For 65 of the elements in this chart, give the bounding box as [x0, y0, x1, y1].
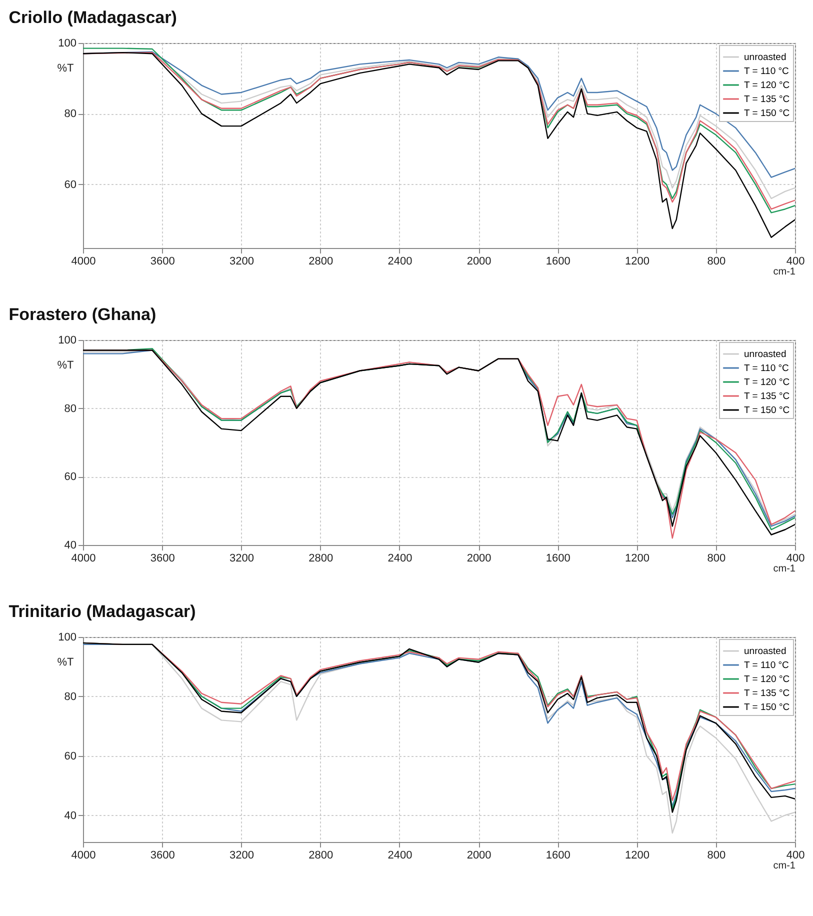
y-axis-title: %T — [57, 62, 74, 74]
y-axis-title: %T — [57, 656, 74, 668]
x-tick-label: 800 — [707, 552, 726, 564]
x-tick-label: 2800 — [308, 256, 334, 268]
y-tick-label: 40 — [64, 810, 76, 822]
legend-label: T = 120 °C — [744, 377, 790, 388]
x-tick-label: 3600 — [150, 256, 175, 268]
legend-label: unroasted — [744, 349, 786, 360]
x-tick-label: 2400 — [388, 850, 412, 862]
y-tick-label: 100 — [58, 38, 76, 50]
x-tick-label: 400 — [786, 850, 805, 862]
legend-label: unroasted — [744, 52, 786, 63]
legend-label: T = 150 °C — [744, 702, 790, 713]
x-tick-label: 3200 — [229, 256, 254, 268]
legend-label: T = 120 °C — [744, 80, 790, 91]
x-tick-label: 1200 — [625, 552, 650, 564]
x-tick-label: 2400 — [388, 256, 412, 268]
x-tick-label: 1200 — [625, 256, 650, 268]
x-tick-label: 3200 — [229, 552, 254, 564]
legend-label: T = 110 °C — [744, 363, 790, 374]
x-tick-label: 4000 — [71, 850, 96, 862]
x-tick-label: 1600 — [546, 256, 570, 268]
x-tick-label: 800 — [707, 256, 726, 268]
x-tick-label: 1200 — [625, 850, 650, 862]
x-tick-label: 800 — [707, 850, 726, 862]
legend-label: T = 120 °C — [744, 674, 790, 685]
x-axis-title: cm-1 — [773, 266, 796, 278]
y-tick-label: 100 — [58, 334, 76, 346]
y-tick-label: 80 — [64, 690, 76, 703]
legend-label: T = 110 °C — [744, 660, 790, 671]
x-tick-label: 2000 — [466, 850, 492, 862]
legend-label: T = 135 °C — [744, 94, 790, 105]
x-tick-label: 4000 — [71, 256, 96, 268]
x-tick-label: 2400 — [388, 552, 412, 564]
y-tick-label: 60 — [64, 471, 76, 484]
chart-title: Forastero (Ghana) — [8, 305, 156, 324]
y-tick-label: 80 — [64, 108, 76, 120]
x-tick-label: 1600 — [546, 552, 570, 564]
x-tick-label: 2000 — [466, 256, 492, 268]
chart-title: Trinitario (Madagascar) — [8, 602, 196, 621]
y-axis-title: %T — [57, 360, 74, 372]
x-tick-label: 1600 — [546, 850, 570, 862]
x-tick-label: 2800 — [308, 552, 334, 564]
x-axis-title: cm-1 — [773, 860, 796, 872]
y-tick-label: 60 — [64, 178, 76, 191]
chart-title: Criollo (Madagascar) — [8, 8, 177, 27]
y-tick-label: 60 — [64, 750, 76, 762]
legend-label: T = 135 °C — [744, 688, 790, 699]
legend-label: T = 110 °C — [744, 66, 790, 77]
x-tick-label: 2000 — [466, 552, 492, 564]
x-tick-label: 3200 — [229, 850, 254, 862]
x-axis-title: cm-1 — [773, 564, 796, 574]
x-tick-label: 3600 — [150, 552, 175, 564]
x-tick-label: 3600 — [150, 850, 175, 862]
legend-label: T = 150 °C — [744, 405, 790, 416]
x-tick-label: 2800 — [308, 850, 334, 862]
legend-label: T = 135 °C — [744, 391, 790, 402]
legend-label: unroasted — [744, 646, 786, 657]
y-tick-label: 40 — [64, 540, 76, 552]
x-tick-label: 400 — [786, 552, 805, 564]
legend-label: T = 150 °C — [744, 108, 790, 119]
y-tick-label: 80 — [64, 402, 76, 415]
y-tick-label: 100 — [58, 632, 76, 644]
x-tick-label: 4000 — [71, 552, 96, 564]
x-tick-label: 400 — [786, 256, 805, 268]
